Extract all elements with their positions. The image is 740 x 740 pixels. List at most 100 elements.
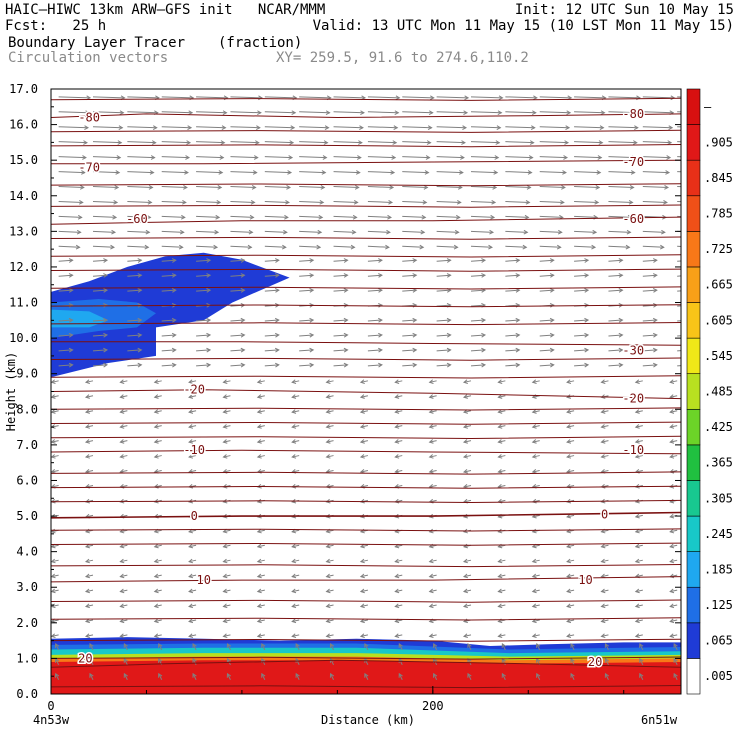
circulation-vector: [223, 529, 231, 533]
circulation-vector: [230, 171, 257, 174]
circulation-vector-head: [599, 125, 605, 130]
circulation-vector: [367, 200, 393, 203]
circulation-vector-head: [103, 332, 109, 338]
circulation-vector: [299, 141, 328, 144]
circulation-vector-head: [462, 394, 468, 399]
circulation-vector: [635, 604, 643, 608]
circulation-vector-head: [360, 110, 365, 116]
circulation-vector: [670, 544, 678, 548]
circulation-vector: [299, 349, 314, 352]
circulation-vector: [58, 126, 89, 129]
circulation-vector-head: [325, 394, 331, 399]
circulation-vector: [505, 126, 535, 129]
circulation-vector: [299, 289, 314, 292]
circulation-vector: [154, 574, 162, 578]
circulation-vector: [196, 186, 222, 189]
circulation-vector: [188, 410, 197, 413]
circulation-vector: [299, 215, 323, 218]
circulation-vector: [639, 673, 644, 680]
circulation-vector-head: [222, 409, 228, 414]
circulation-vector: [360, 619, 369, 622]
circulation-vector-head: [497, 409, 503, 414]
circulation-vector-head: [634, 454, 640, 459]
circulation-vector-head: [464, 95, 470, 101]
isotherm-contour: [51, 322, 681, 326]
circulation-vector: [395, 410, 403, 413]
circulation-vector: [264, 171, 292, 174]
circulation-vector-head: [153, 379, 159, 384]
circulation-vector-head: [222, 454, 228, 459]
circulation-vector-head: [274, 273, 280, 278]
circulation-vector: [367, 319, 382, 322]
circulation-vector: [261, 673, 266, 680]
circulation-vector: [505, 304, 520, 307]
circulation-vector: [295, 658, 300, 666]
circulation-vector-head: [515, 258, 521, 263]
x-tick-label: 200: [422, 699, 444, 713]
circulation-vector: [463, 380, 472, 383]
circulation-vector-head: [566, 110, 572, 116]
circulation-vector-head: [256, 379, 262, 384]
circulation-vector: [196, 289, 211, 292]
circulation-vector-head: [358, 140, 363, 145]
circulation-vector: [470, 111, 502, 114]
circulation-vector-head: [137, 347, 143, 353]
circulation-vector: [498, 425, 506, 428]
isotherm-contour: [51, 286, 681, 290]
circulation-vector-head: [150, 155, 156, 160]
circulation-vector: [127, 186, 153, 189]
circulation-vector: [120, 559, 128, 563]
circulation-vector: [566, 514, 575, 518]
circulation-vector-head: [182, 199, 187, 205]
circulation-vector-head: [453, 244, 459, 250]
circulation-vector-head: [274, 332, 280, 338]
isotherm--70: [51, 159, 681, 165]
circulation-vector-head: [592, 229, 598, 235]
circulation-vector-head: [68, 302, 74, 308]
circulation-vector: [264, 274, 279, 277]
circulation-vector-head: [137, 258, 143, 263]
circulation-vector: [85, 410, 94, 413]
circulation-vector: [635, 559, 643, 563]
circulation-vector-head: [412, 347, 418, 353]
circulation-vector: [196, 215, 220, 218]
circulation-vector-head: [459, 170, 464, 175]
circulation-vector: [505, 230, 528, 233]
circulation-vector-head: [329, 672, 335, 678]
circulation-vector-head: [158, 672, 163, 678]
colorbar-label: .305: [704, 491, 733, 505]
colorbar-swatch: [686, 622, 701, 659]
circulation-vector: [295, 643, 300, 651]
circulation-vector-head: [318, 214, 324, 220]
circulation-vector-head: [214, 229, 220, 235]
circulation-vector: [120, 619, 128, 622]
circulation-vector-head: [427, 125, 433, 130]
isotherm-label: -70: [78, 160, 100, 174]
circulation-vector-head: [530, 125, 536, 130]
circulation-vector: [223, 425, 231, 428]
circulation-vector-head: [309, 317, 315, 323]
circulation-vector: [670, 619, 678, 622]
circulation-vector: [188, 455, 197, 458]
circulation-vector-head: [325, 633, 331, 639]
circulation-vector-head: [68, 258, 74, 263]
isotherm-contour: [51, 599, 681, 603]
circulation-vector-head: [78, 199, 84, 205]
isotherm-label: 10: [578, 573, 592, 587]
circulation-vector-head: [226, 642, 232, 648]
circulation-vector-head: [222, 603, 228, 609]
circulation-vector-head: [153, 558, 159, 564]
colorbar-label: –: [704, 100, 712, 114]
circulation-vector: [608, 289, 623, 292]
circulation-vector: [639, 658, 644, 666]
circulation-vector-head: [147, 199, 153, 205]
circulation-vector: [395, 440, 403, 443]
circulation-vector-head: [425, 155, 431, 160]
circulation-vector: [58, 274, 73, 277]
circulation-vector-head: [432, 672, 438, 678]
circulation-vector-head: [119, 409, 125, 414]
circulation-vector-head: [488, 244, 493, 250]
circulation-vector: [498, 499, 506, 503]
circulation-vector-head: [359, 633, 365, 639]
circulation-vector-head: [84, 603, 90, 609]
